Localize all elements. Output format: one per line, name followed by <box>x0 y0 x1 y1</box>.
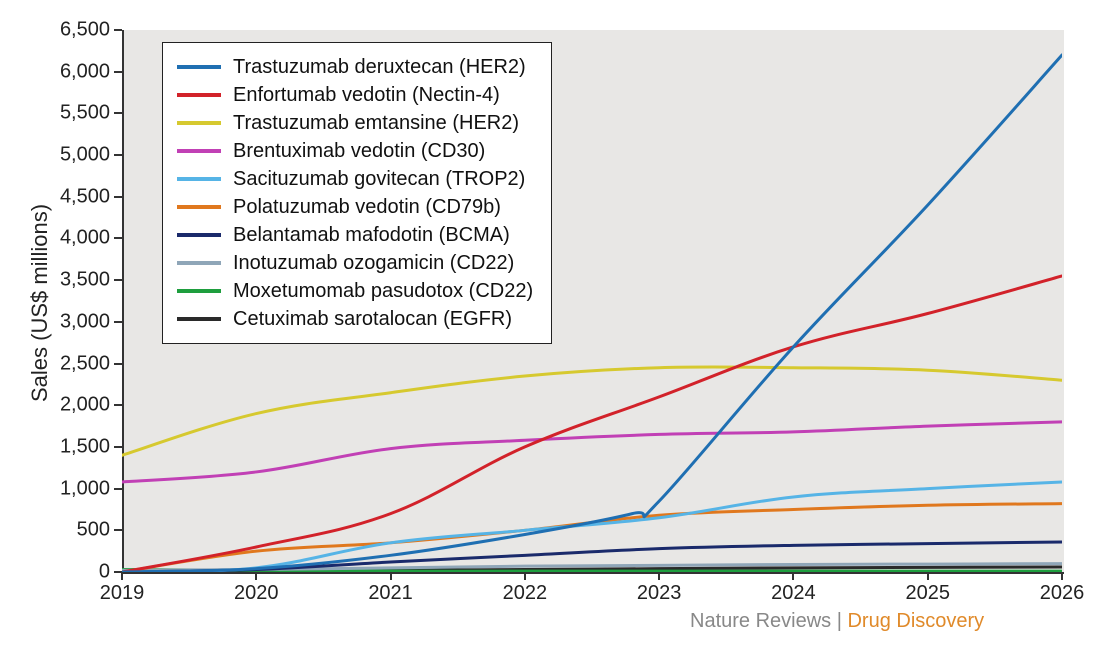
chart-container: Sales (US$ millions) 05001,0001,5002,000… <box>0 0 1108 654</box>
legend-swatch <box>177 149 221 153</box>
legend-item: Trastuzumab deruxtecan (HER2) <box>177 53 533 81</box>
legend-item: Brentuximab vedotin (CD30) <box>177 137 533 165</box>
legend-label: Belantamab mafodotin (BCMA) <box>233 224 510 247</box>
credit-sep: | <box>837 610 848 632</box>
legend-swatch <box>177 317 221 321</box>
legend-label: Trastuzumab emtansine (HER2) <box>233 112 519 135</box>
legend: Trastuzumab deruxtecan (HER2) Enfortumab … <box>162 42 552 344</box>
legend-label: Enfortumab vedotin (Nectin-4) <box>233 84 500 107</box>
legend-item: Inotuzumab ozogamicin (CD22) <box>177 249 533 277</box>
legend-swatch <box>177 93 221 97</box>
legend-swatch <box>177 121 221 125</box>
legend-label: Polatuzumab vedotin (CD79b) <box>233 196 501 219</box>
credit-prefix: Nature Reviews <box>690 610 837 632</box>
legend-swatch <box>177 289 221 293</box>
legend-label: Cetuximab sarotalocan (EGFR) <box>233 308 512 331</box>
legend-label: Moxetumomab pasudotox (CD22) <box>233 280 533 303</box>
legend-item: Sacituzumab govitecan (TROP2) <box>177 165 533 193</box>
legend-swatch <box>177 177 221 181</box>
legend-label: Sacituzumab govitecan (TROP2) <box>233 168 525 191</box>
legend-label: Trastuzumab deruxtecan (HER2) <box>233 56 526 79</box>
legend-swatch <box>177 205 221 209</box>
legend-item: Belantamab mafodotin (BCMA) <box>177 221 533 249</box>
series-line <box>122 504 1062 572</box>
legend-swatch <box>177 233 221 237</box>
series-line <box>122 482 1062 572</box>
credit-line: Nature Reviews | Drug Discovery <box>690 610 984 633</box>
legend-item: Trastuzumab emtansine (HER2) <box>177 109 533 137</box>
legend-item: Cetuximab sarotalocan (EGFR) <box>177 305 533 333</box>
legend-swatch <box>177 261 221 265</box>
series-line <box>122 367 1062 455</box>
legend-item: Polatuzumab vedotin (CD79b) <box>177 193 533 221</box>
legend-item: Enfortumab vedotin (Nectin-4) <box>177 81 533 109</box>
legend-label: Inotuzumab ozogamicin (CD22) <box>233 252 514 275</box>
legend-swatch <box>177 65 221 69</box>
legend-item: Moxetumomab pasudotox (CD22) <box>177 277 533 305</box>
credit-suffix: Drug Discovery <box>847 610 984 632</box>
legend-label: Brentuximab vedotin (CD30) <box>233 140 485 163</box>
series-line <box>122 422 1062 482</box>
